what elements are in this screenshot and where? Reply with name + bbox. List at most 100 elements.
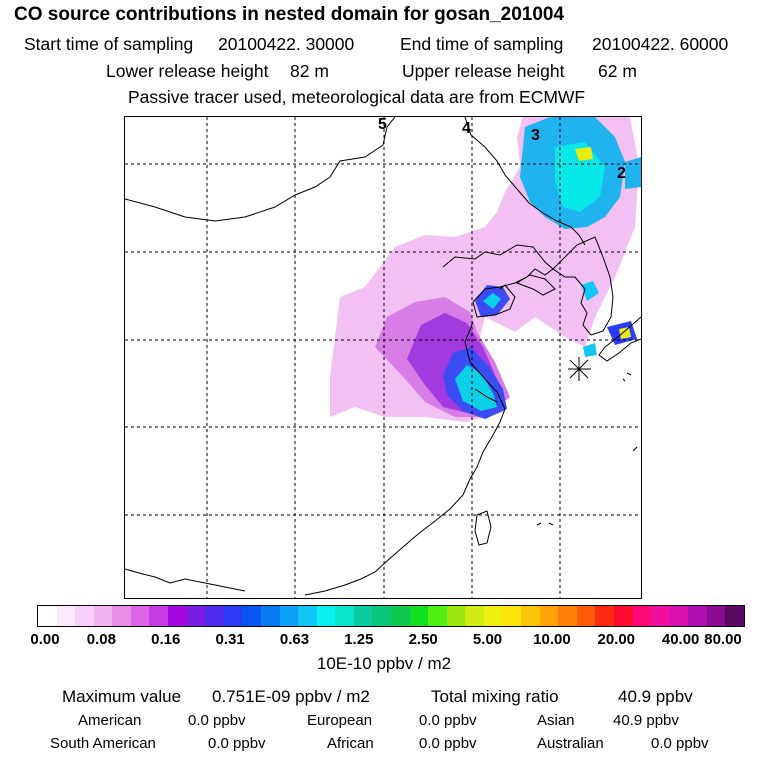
colorbar-segment	[632, 606, 652, 626]
colorbar-segment	[688, 606, 707, 626]
colorbar-segment	[168, 606, 187, 626]
graticule	[125, 117, 641, 598]
start-time-label: Start time of sampling	[24, 34, 194, 54]
colorbar-segment	[223, 606, 243, 626]
hainan-and-sw-border	[125, 568, 246, 592]
day-marker: 4	[462, 120, 471, 137]
colorbar	[37, 605, 745, 627]
colorbar-segment	[651, 606, 670, 626]
total-mixing-value: 40.9 ppbv	[618, 687, 693, 706]
colorbar-segment	[613, 606, 633, 626]
map-canvas: 5 4 3 2	[125, 117, 641, 598]
plume-korea-patch	[581, 281, 599, 301]
colorbar-segment	[576, 606, 596, 626]
colorbar-segment	[316, 606, 336, 626]
max-value-label: Maximum value	[62, 687, 182, 706]
colorbar-tick-label: 0.31	[215, 631, 245, 648]
colorbar-segment	[298, 606, 317, 626]
colorbar-tick-label: 80.00	[704, 631, 742, 648]
plume-cyan-core	[455, 365, 497, 411]
plume-yellow-spot	[575, 147, 593, 161]
colorbar-segment	[502, 606, 522, 626]
colorbar-segment	[38, 606, 57, 626]
region-name: South American	[50, 735, 156, 752]
region-value: 0.0 ppbv	[188, 712, 246, 729]
colorbar-segment	[186, 606, 206, 626]
china-coastline	[304, 244, 554, 596]
colorbar-tick-label: 0.00	[30, 631, 60, 648]
plume-shandong-core	[483, 293, 501, 309]
colorbar-segment	[130, 606, 150, 626]
plume-ne-edge	[625, 157, 641, 189]
colorbar-tick-label: 1.25	[344, 631, 374, 648]
region-value: 40.9 ppbv	[613, 712, 679, 729]
coastlines	[125, 117, 641, 596]
bohai-loop	[515, 274, 556, 296]
colorbar-segment	[465, 606, 484, 626]
concentration-field	[330, 117, 641, 422]
colorbar-tick-label: 20.00	[597, 631, 636, 648]
colorbar-units: 10E-10 ppbv / m2	[316, 654, 452, 673]
upper-release-label: Upper release height	[402, 61, 565, 81]
colorbar-segment	[279, 606, 299, 626]
colorbar-segment	[372, 606, 391, 626]
colorbar-segment	[539, 606, 559, 626]
receptor-star-icon	[568, 357, 591, 381]
end-time-label: End time of sampling	[400, 34, 564, 54]
region-name: Asian	[537, 712, 575, 729]
day-marker: 2	[617, 165, 626, 182]
region-name: European	[307, 712, 373, 729]
end-time-value: 20100422. 60000	[592, 34, 729, 54]
colorbar-segment	[260, 606, 280, 626]
max-value: 0.751E-09 ppbv / m2	[212, 687, 370, 706]
colorbar-segment	[93, 606, 113, 626]
colorbar-tick-label: 2.50	[408, 631, 438, 648]
colorbar-tick-label: 5.00	[472, 631, 503, 648]
colorbar-segment	[112, 606, 131, 626]
lower-release-label: Lower release height	[106, 61, 269, 81]
colorbar-segment	[205, 606, 224, 626]
map-panel: 5 4 3 2	[124, 116, 642, 599]
colorbar-segment	[595, 606, 614, 626]
colorbar-tick-label: 40.00	[661, 631, 700, 648]
plot-title: CO source contributions in nested domain…	[14, 4, 565, 25]
region-name: African	[327, 735, 374, 752]
colorbar-segment	[409, 606, 429, 626]
yangtze-inlet	[474, 388, 498, 403]
colorbar-segment	[390, 606, 410, 626]
colorbar-segment	[521, 606, 540, 626]
colorbar-segment	[725, 606, 744, 626]
tracer-note: Passive tracer used, meteorological data…	[128, 87, 586, 107]
total-mixing-label: Total mixing ratio	[431, 687, 559, 706]
colorbar-segment	[75, 606, 94, 626]
taiwan-island	[474, 510, 492, 546]
region-name: American	[78, 712, 142, 729]
plume-northeast-core	[555, 142, 605, 212]
plume-small-patch	[583, 343, 597, 357]
colorbar-segment	[558, 606, 577, 626]
day-marker: 5	[378, 117, 387, 133]
start-time-value: 20100422. 30000	[218, 34, 355, 54]
colorbar-tick-label: 0.08	[86, 631, 116, 648]
colorbar-segment	[706, 606, 726, 626]
region-value: 0.0 ppbv	[651, 735, 709, 752]
colorbar-segment	[353, 606, 373, 626]
japan-coast	[598, 316, 641, 362]
upper-release-value: 62 m	[598, 61, 637, 81]
region-value: 0.0 ppbv	[419, 735, 477, 752]
lower-release-value: 82 m	[290, 61, 329, 81]
colorbar-segment	[446, 606, 466, 626]
day-marker: 3	[531, 127, 540, 144]
colorbar-tick-label: 0.16	[151, 631, 181, 648]
colorbar-tick-label: 10.00	[533, 631, 571, 648]
day-markers: 5 4 3 2	[378, 117, 626, 182]
colorbar-segment	[56, 606, 76, 626]
northeast-border	[464, 117, 586, 246]
region-name: Australian	[537, 735, 604, 752]
colorbar-tick-label: 0.63	[279, 631, 310, 648]
colorbar-segment	[669, 606, 689, 626]
region-value: 0.0 ppbv	[208, 735, 266, 752]
colorbar-segment	[149, 606, 169, 626]
colorbar-segment	[242, 606, 261, 626]
small-islands	[536, 372, 638, 526]
